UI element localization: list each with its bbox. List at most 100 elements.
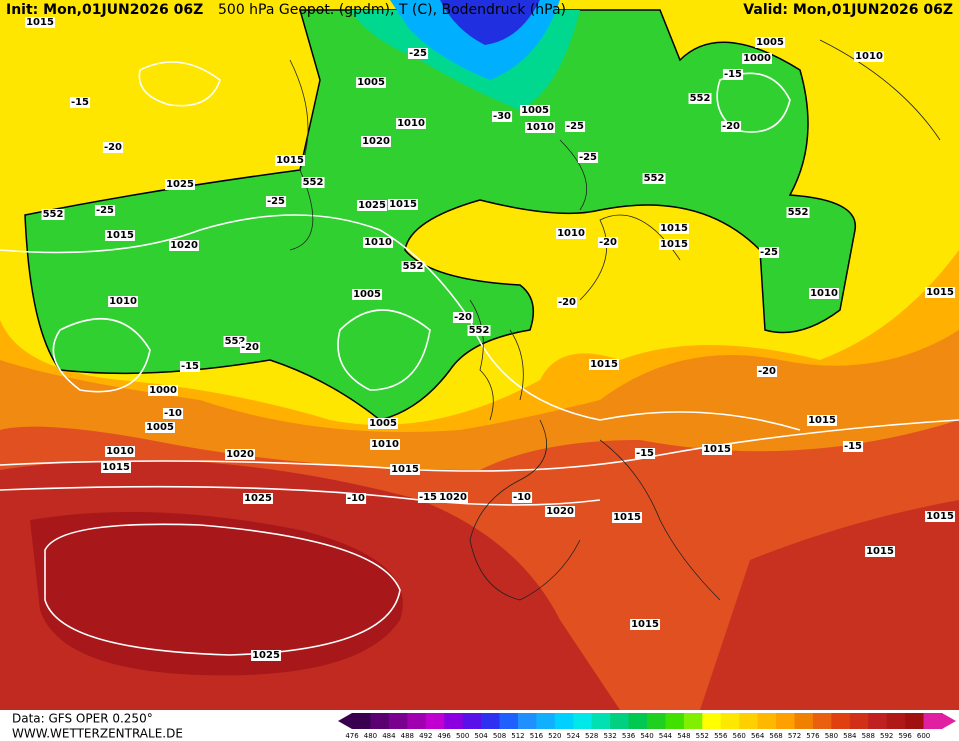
contour-label: -25 [760, 247, 778, 258]
contour-label: 1010 [810, 288, 838, 299]
isobar [0, 485, 601, 506]
contour-label: -10 [347, 493, 365, 504]
field-darkest-red [30, 512, 403, 676]
contour-label-box [809, 288, 839, 299]
contour-label: -10 [164, 408, 182, 419]
colorbar-swatch [757, 713, 777, 729]
contour-label: 1010 [397, 118, 425, 129]
colorbar-label: 536 [622, 732, 636, 740]
contour-label: 552 [43, 209, 64, 220]
contour-label: -15 [419, 492, 437, 503]
contour-label-box [388, 199, 418, 210]
colorbar-label: 488 [401, 732, 414, 740]
colorbar-swatch [536, 713, 556, 729]
contour-label: 1015 [26, 17, 54, 28]
contour-label: 552 [225, 336, 246, 347]
contour-label: 1015 [106, 230, 134, 241]
contour-label: 1020 [226, 449, 254, 460]
contour-label: 1015 [926, 511, 954, 522]
contour-label: 1010 [364, 237, 392, 248]
colorbar-label: 500 [456, 732, 469, 740]
contour-label: -20 [454, 312, 472, 323]
contour-label: 1020 [362, 136, 390, 147]
colorbar-swatch [425, 713, 445, 729]
contour-label-box [854, 51, 884, 62]
contour-label-box [390, 464, 420, 475]
contour-label: 552 [690, 93, 711, 104]
colorbar-label: 492 [419, 732, 432, 740]
contour-label: 552 [644, 173, 665, 184]
coastline [289, 39, 941, 251]
contour-label: -20 [241, 342, 259, 353]
colorbar-swatch [388, 713, 408, 729]
contour-label-box [786, 207, 810, 218]
contour-label-box [564, 121, 586, 132]
contour-label-box [467, 325, 491, 336]
valid-time: Valid: Mon,01JUN2026 06Z [743, 2, 953, 18]
colorbar-label: 544 [659, 732, 673, 740]
contour-label-box [545, 506, 575, 517]
colorbar-swatch [647, 713, 666, 729]
colorbar-label: 520 [548, 732, 561, 740]
contour-label-box [589, 359, 619, 370]
contour-label: 1020 [546, 506, 574, 517]
colorbar-label: 548 [677, 732, 690, 740]
colorbar-swatch [610, 713, 630, 729]
colorbar-label: 560 [733, 732, 746, 740]
colorbar-swatch [923, 713, 943, 729]
contour-label: 1020 [170, 240, 198, 251]
contour-label-box [396, 118, 426, 129]
colorbar-label: 572 [788, 732, 801, 740]
contour-label-box [577, 152, 599, 163]
colorbar-swatch [573, 713, 593, 729]
contour-label-box [758, 247, 780, 258]
contour-label-box [630, 619, 660, 630]
colorbar-arrow-left [338, 713, 352, 729]
contour-label: 1015 [660, 239, 688, 250]
contour-label-box [720, 121, 742, 132]
contour-label-box [105, 446, 135, 457]
contour-label-box [243, 493, 273, 504]
colorbar-label: 568 [769, 732, 782, 740]
colorbar-swatch [720, 713, 740, 729]
contour-label: 1000 [149, 385, 177, 396]
colorbar-label: 592 [880, 732, 893, 740]
contour-label: 1025 [244, 493, 272, 504]
colorbar-swatch [702, 713, 722, 729]
colorbar-swatch [739, 713, 759, 729]
contour-label-box [401, 261, 425, 272]
colorbar-arrow-right [942, 713, 956, 729]
contour-label-box [556, 297, 578, 308]
contour-label-box [642, 173, 666, 184]
colorbar-label: 512 [511, 732, 524, 740]
isobar [716, 72, 791, 133]
contour-label: -15 [724, 69, 742, 80]
contour-label: 1015 [866, 546, 894, 557]
colorbar-label: 564 [751, 732, 765, 740]
contour-label-box [275, 155, 305, 166]
contour-label-box [702, 444, 732, 455]
contour-label-box [925, 511, 955, 522]
contour-label-box [842, 441, 864, 452]
contour-label: 552 [469, 325, 490, 336]
coastline [469, 214, 721, 601]
colorbar-label: 532 [603, 732, 616, 740]
contour-label: 1025 [358, 200, 386, 211]
colorbar-label: 484 [382, 732, 396, 740]
contour-label: -10 [513, 492, 531, 503]
contour-label: 1010 [526, 122, 554, 133]
contour-label: 1015 [276, 155, 304, 166]
contour-label: 1005 [756, 37, 784, 48]
init-time: Init: Mon,01JUN2026 06Z [6, 2, 203, 18]
isobar [44, 523, 401, 656]
contour-label: 1015 [613, 512, 641, 523]
contour-label: 1015 [703, 444, 731, 455]
colorbar-label: 540 [640, 732, 653, 740]
colorbar-swatch [517, 713, 537, 729]
contour-label-box [925, 287, 955, 298]
contour-label: 552 [403, 261, 424, 272]
contour-label: 1005 [146, 422, 174, 433]
contour-label-box [755, 37, 785, 48]
colorbar-label: 480 [364, 732, 377, 740]
